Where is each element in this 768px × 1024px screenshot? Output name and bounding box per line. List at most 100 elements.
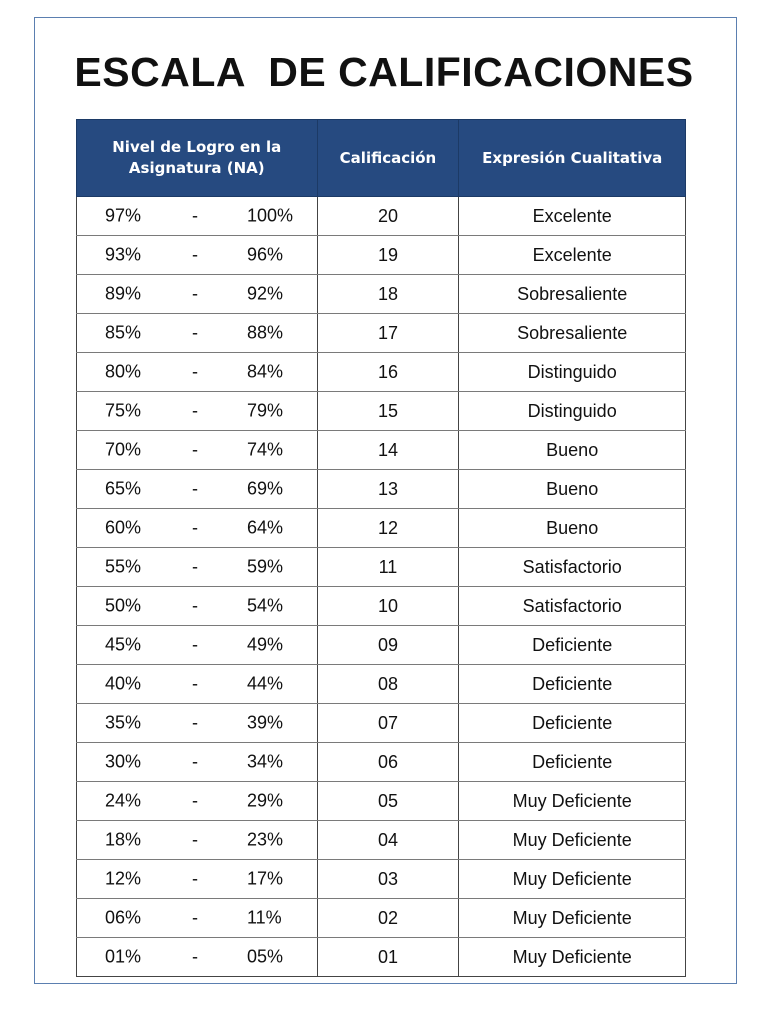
table-row: 24% - 29% 05 Muy Deficiente	[76, 781, 686, 821]
range-separator: -	[192, 907, 198, 928]
range-separator: -	[192, 517, 198, 538]
range-cell: 55% - 59%	[76, 547, 318, 587]
range-from: 35%	[105, 712, 142, 733]
range-separator: -	[192, 829, 198, 850]
range-cell: 93% - 96%	[76, 235, 318, 275]
range-from: 45%	[105, 634, 142, 655]
range-to: 96%	[247, 244, 284, 265]
table-row: 35% - 39% 07 Deficiente	[76, 703, 686, 743]
grade-cell: 18	[317, 274, 460, 314]
range-from: 89%	[105, 283, 142, 304]
grade-cell: 14	[317, 430, 460, 470]
range-cell: 70% - 74%	[76, 430, 318, 470]
qualitative-cell: Excelente	[458, 196, 686, 236]
range-cell: 50% - 54%	[76, 586, 318, 626]
range-separator: -	[192, 439, 198, 460]
range-cell: 18% - 23%	[76, 820, 318, 860]
grade-cell: 08	[317, 664, 460, 704]
header-achievement-level: Nivel de Logro en la Asignatura (NA)	[76, 119, 318, 197]
range-cell: 06% - 11%	[76, 898, 318, 938]
grade-cell: 15	[317, 391, 460, 431]
range-to: 54%	[247, 595, 284, 616]
range-to: 44%	[247, 673, 284, 694]
range-to: 39%	[247, 712, 284, 733]
table-row: 85% - 88% 17 Sobresaliente	[76, 313, 686, 353]
grade-cell: 01	[317, 937, 460, 977]
qualitative-cell: Muy Deficiente	[458, 781, 686, 821]
range-from: 50%	[105, 595, 142, 616]
range-from: 80%	[105, 361, 142, 382]
table-row: 06% - 11% 02 Muy Deficiente	[76, 898, 686, 938]
table-row: 89% - 92% 18 Sobresaliente	[76, 274, 686, 314]
table-row: 45% - 49% 09 Deficiente	[76, 625, 686, 665]
grade-cell: 02	[317, 898, 460, 938]
table-row: 12% - 17% 03 Muy Deficiente	[76, 859, 686, 899]
qualitative-cell: Excelente	[458, 235, 686, 275]
range-separator: -	[192, 244, 198, 265]
range-to: 74%	[247, 439, 284, 460]
range-cell: 45% - 49%	[76, 625, 318, 665]
table-row: 01% - 05% 01 Muy Deficiente	[76, 937, 686, 977]
range-separator: -	[192, 712, 198, 733]
range-separator: -	[192, 595, 198, 616]
range-from: 65%	[105, 478, 142, 499]
range-to: 64%	[247, 517, 284, 538]
range-to: 69%	[247, 478, 284, 499]
grade-cell: 04	[317, 820, 460, 860]
grade-cell: 20	[317, 196, 460, 236]
range-from: 93%	[105, 244, 142, 265]
table-row: 75% - 79% 15 Distinguido	[76, 391, 686, 431]
grade-cell: 19	[317, 235, 460, 275]
range-from: 01%	[105, 946, 142, 967]
grade-cell: 10	[317, 586, 460, 626]
grade-cell: 13	[317, 469, 460, 509]
range-from: 55%	[105, 556, 142, 577]
range-from: 70%	[105, 439, 142, 460]
range-to: 84%	[247, 361, 284, 382]
range-separator: -	[192, 751, 198, 772]
range-from: 30%	[105, 751, 142, 772]
qualitative-cell: Muy Deficiente	[458, 898, 686, 938]
range-cell: 80% - 84%	[76, 352, 318, 392]
qualitative-cell: Deficiente	[458, 742, 686, 782]
qualitative-cell: Bueno	[458, 508, 686, 548]
grade-cell: 06	[317, 742, 460, 782]
table-header-row: Nivel de Logro en la Asignatura (NA) Cal…	[76, 119, 686, 197]
qualitative-cell: Sobresaliente	[458, 274, 686, 314]
range-to: 17%	[247, 868, 284, 889]
range-separator: -	[192, 478, 198, 499]
range-cell: 24% - 29%	[76, 781, 318, 821]
grade-cell: 07	[317, 703, 460, 743]
range-cell: 85% - 88%	[76, 313, 318, 353]
grade-cell: 05	[317, 781, 460, 821]
range-from: 18%	[105, 829, 142, 850]
range-separator: -	[192, 400, 198, 421]
grade-cell: 12	[317, 508, 460, 548]
header-qualitative-expression: Expresión Cualitativa	[458, 119, 686, 197]
qualitative-cell: Deficiente	[458, 703, 686, 743]
table-row: 30% - 34% 06 Deficiente	[76, 742, 686, 782]
range-separator: -	[192, 790, 198, 811]
range-to: 05%	[247, 946, 284, 967]
range-cell: 30% - 34%	[76, 742, 318, 782]
qualitative-cell: Deficiente	[458, 664, 686, 704]
range-to: 29%	[247, 790, 284, 811]
range-cell: 97% - 100%	[76, 196, 318, 236]
range-cell: 60% - 64%	[76, 508, 318, 548]
range-to: 11%	[247, 907, 282, 928]
range-from: 97%	[105, 205, 142, 226]
qualitative-cell: Muy Deficiente	[458, 937, 686, 977]
range-to: 79%	[247, 400, 284, 421]
grade-cell: 11	[317, 547, 460, 587]
qualitative-cell: Muy Deficiente	[458, 820, 686, 860]
range-to: 23%	[247, 829, 284, 850]
table-row: 40% - 44% 08 Deficiente	[76, 664, 686, 704]
range-to: 59%	[247, 556, 284, 577]
qualitative-cell: Deficiente	[458, 625, 686, 665]
range-cell: 40% - 44%	[76, 664, 318, 704]
table-row: 70% - 74% 14 Bueno	[76, 430, 686, 470]
range-separator: -	[192, 322, 198, 343]
range-separator: -	[192, 556, 198, 577]
range-cell: 89% - 92%	[76, 274, 318, 314]
table-row: 60% - 64% 12 Bueno	[76, 508, 686, 548]
